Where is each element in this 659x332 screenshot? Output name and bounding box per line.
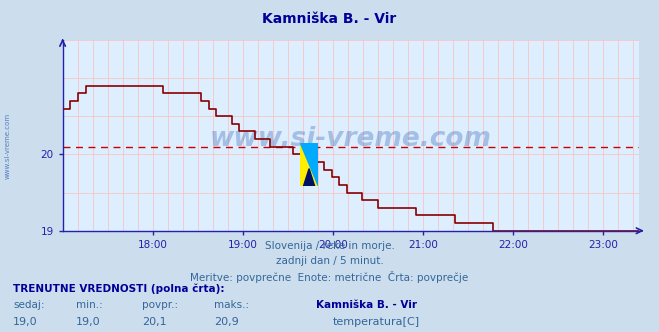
- Text: Meritve: povprečne  Enote: metrične  Črta: povprečje: Meritve: povprečne Enote: metrične Črta:…: [190, 271, 469, 283]
- Text: TRENUTNE VREDNOSTI (polna črta):: TRENUTNE VREDNOSTI (polna črta):: [13, 284, 225, 294]
- Text: Kamniška B. - Vir: Kamniška B. - Vir: [316, 300, 417, 310]
- Text: temperatura[C]: temperatura[C]: [333, 317, 420, 327]
- Text: 20,1: 20,1: [142, 317, 166, 327]
- Polygon shape: [300, 143, 318, 186]
- Text: 20,9: 20,9: [214, 317, 239, 327]
- Text: www.si-vreme.com: www.si-vreme.com: [210, 126, 492, 152]
- Text: zadnji dan / 5 minut.: zadnji dan / 5 minut.: [275, 256, 384, 266]
- Text: sedaj:: sedaj:: [13, 300, 45, 310]
- Text: maks.:: maks.:: [214, 300, 249, 310]
- Text: Kamniška B. - Vir: Kamniška B. - Vir: [262, 12, 397, 26]
- Text: Slovenija / reke in morje.: Slovenija / reke in morje.: [264, 241, 395, 251]
- Polygon shape: [304, 169, 314, 186]
- Polygon shape: [300, 143, 318, 186]
- Text: povpr.:: povpr.:: [142, 300, 178, 310]
- Text: 19,0: 19,0: [13, 317, 38, 327]
- Text: min.:: min.:: [76, 300, 103, 310]
- Text: www.si-vreme.com: www.si-vreme.com: [5, 113, 11, 179]
- Text: 19,0: 19,0: [76, 317, 100, 327]
